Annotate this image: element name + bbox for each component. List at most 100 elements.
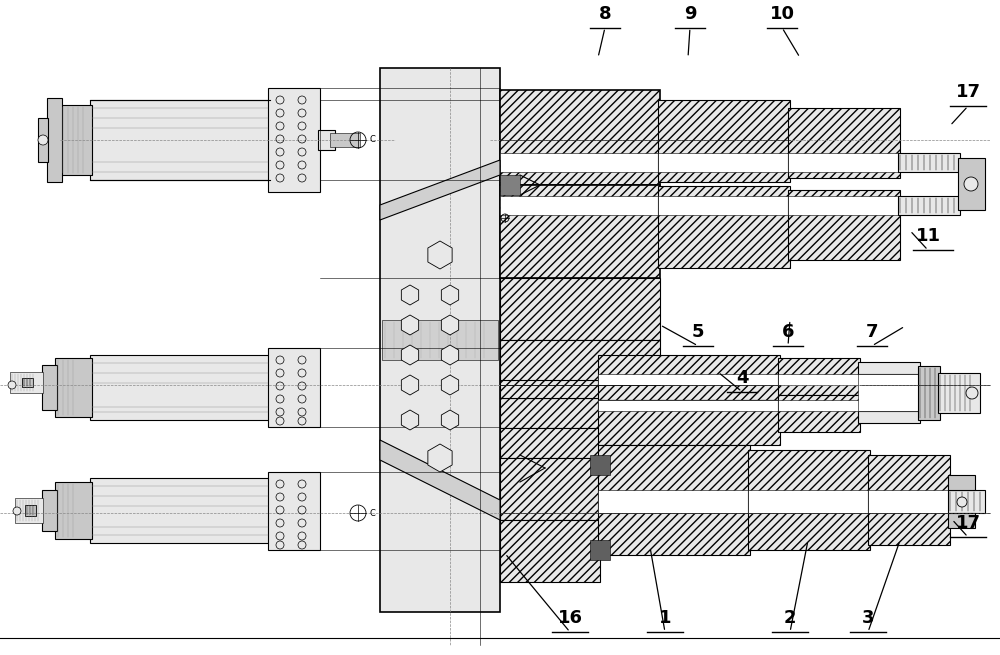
Bar xyxy=(42,365,57,410)
Bar xyxy=(868,455,950,500)
Text: 5: 5 xyxy=(692,323,704,341)
Polygon shape xyxy=(441,315,459,335)
Bar xyxy=(60,105,92,175)
Bar xyxy=(22,378,33,387)
Bar xyxy=(958,158,985,210)
Polygon shape xyxy=(401,345,419,365)
Bar xyxy=(598,445,750,500)
Bar xyxy=(330,133,360,147)
Bar xyxy=(500,90,660,185)
Bar xyxy=(268,348,320,427)
Bar xyxy=(55,358,92,417)
Bar xyxy=(938,373,980,413)
Bar xyxy=(47,98,62,182)
Bar xyxy=(858,374,920,411)
Bar xyxy=(500,278,660,340)
Bar xyxy=(500,340,660,398)
Bar xyxy=(500,185,660,278)
Circle shape xyxy=(13,507,21,515)
Text: 10: 10 xyxy=(770,5,794,22)
Text: 9: 9 xyxy=(684,5,696,22)
Polygon shape xyxy=(380,160,500,220)
Polygon shape xyxy=(401,315,419,335)
Text: 4: 4 xyxy=(736,369,748,386)
Bar xyxy=(788,153,900,172)
Bar xyxy=(778,400,860,411)
Text: C: C xyxy=(370,508,376,517)
Bar xyxy=(948,475,975,490)
Bar xyxy=(598,400,780,445)
Polygon shape xyxy=(428,444,452,472)
Polygon shape xyxy=(401,410,419,430)
Bar xyxy=(268,472,320,550)
Text: 1: 1 xyxy=(659,609,671,627)
Text: 2: 2 xyxy=(784,609,796,627)
Bar xyxy=(380,68,500,612)
Bar xyxy=(382,320,498,360)
Polygon shape xyxy=(380,440,500,520)
Bar xyxy=(590,455,610,475)
Bar xyxy=(788,196,900,215)
Polygon shape xyxy=(441,410,459,430)
Text: C: C xyxy=(370,136,376,145)
Circle shape xyxy=(964,177,978,191)
Text: 7: 7 xyxy=(866,323,878,341)
Bar xyxy=(778,395,860,432)
Bar xyxy=(15,498,43,523)
Bar xyxy=(500,520,600,582)
Bar xyxy=(858,362,920,374)
Bar xyxy=(598,490,750,513)
Bar xyxy=(590,540,610,560)
Text: 16: 16 xyxy=(558,609,582,627)
Bar xyxy=(10,372,43,393)
Bar xyxy=(500,153,660,172)
Circle shape xyxy=(957,497,967,507)
Bar xyxy=(658,153,790,172)
Bar xyxy=(500,196,660,215)
Bar xyxy=(318,130,335,150)
Polygon shape xyxy=(441,345,459,365)
Bar xyxy=(500,175,520,195)
Circle shape xyxy=(38,135,48,145)
Bar xyxy=(598,374,780,385)
Text: 8: 8 xyxy=(599,5,611,22)
Polygon shape xyxy=(428,241,452,269)
Bar xyxy=(948,490,985,513)
Bar xyxy=(788,190,900,260)
Bar xyxy=(748,490,870,513)
Bar xyxy=(268,88,320,192)
Bar xyxy=(868,500,950,545)
Polygon shape xyxy=(401,285,419,305)
Bar xyxy=(658,100,790,182)
Bar xyxy=(500,398,600,428)
Circle shape xyxy=(8,381,16,389)
Bar xyxy=(90,100,270,180)
Bar xyxy=(598,400,780,411)
Bar xyxy=(598,355,780,400)
Bar xyxy=(90,478,270,543)
Polygon shape xyxy=(441,375,459,395)
Bar xyxy=(90,355,270,420)
Text: 17: 17 xyxy=(956,83,980,101)
Bar xyxy=(778,358,860,395)
Polygon shape xyxy=(441,285,459,305)
Bar xyxy=(918,366,940,420)
Text: 3: 3 xyxy=(862,609,874,627)
Bar xyxy=(948,513,975,528)
Bar xyxy=(868,490,950,513)
Bar xyxy=(42,490,57,531)
Polygon shape xyxy=(401,375,419,395)
Bar xyxy=(898,153,960,172)
Bar xyxy=(658,196,790,215)
Circle shape xyxy=(966,387,978,399)
Bar xyxy=(748,500,870,550)
Text: 17: 17 xyxy=(956,514,980,532)
Bar xyxy=(38,118,48,162)
Bar xyxy=(898,196,960,215)
Bar xyxy=(500,428,600,458)
Text: 11: 11 xyxy=(916,227,940,245)
Bar xyxy=(500,458,600,520)
Bar xyxy=(748,450,870,500)
Bar xyxy=(598,500,750,555)
Bar xyxy=(658,186,790,268)
